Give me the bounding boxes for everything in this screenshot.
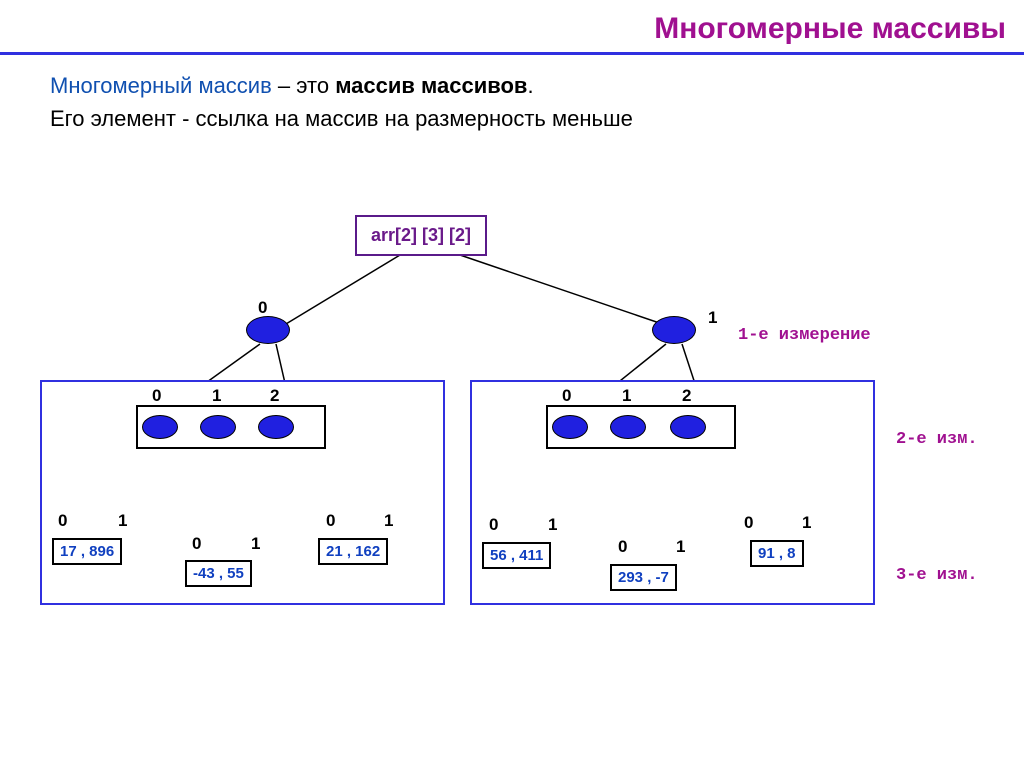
intro-term: Многомерный массив xyxy=(50,73,272,98)
leaf-index-4-1: 1 xyxy=(676,537,685,557)
level2-index-1-1: 1 xyxy=(622,386,631,406)
dimension-label-d2: 2-е изм. xyxy=(896,430,978,449)
dimension-label-d3: 3-е изм. xyxy=(896,566,978,585)
leaf-index-3-0: 0 xyxy=(489,515,498,535)
slide-title: Многомерные массивы xyxy=(0,0,1024,55)
intro-bold: массив массивов xyxy=(335,73,527,98)
diagram: arr[2] [3] [2] 0 1 0 1 2 0 1 2 17 , 896 0 1 -43 , 55… xyxy=(0,180,1024,740)
leaf-3: 56 , 411 xyxy=(482,542,551,569)
leaf-index-1-1: 1 xyxy=(251,534,260,554)
leaf-index-4-0: 0 xyxy=(618,537,627,557)
leaf-1: -43 , 55 xyxy=(185,560,252,587)
leaf-4: 293 , -7 xyxy=(610,564,677,591)
leaf-index-0-0: 0 xyxy=(58,511,67,531)
level2-index-0-1: 1 xyxy=(212,386,221,406)
leaf-0: 17 , 896 xyxy=(52,538,122,565)
level2-node-0-1 xyxy=(200,415,236,439)
level2-node-1-1 xyxy=(610,415,646,439)
root-node: arr[2] [3] [2] xyxy=(355,215,487,256)
level2-node-0-2 xyxy=(258,415,294,439)
level1-node-0 xyxy=(246,316,290,344)
level2-index-0-2: 2 xyxy=(270,386,279,406)
leaf-index-1-0: 0 xyxy=(192,534,201,554)
level2-node-1-0 xyxy=(552,415,588,439)
level1-index-1: 1 xyxy=(708,308,717,328)
leaf-index-5-0: 0 xyxy=(744,513,753,533)
level1-node-1 xyxy=(652,316,696,344)
leaf-5: 91 , 8 xyxy=(750,540,804,567)
intro-line2: Его элемент - ссылка на массив на размер… xyxy=(50,102,1024,135)
leaf-2: 21 , 162 xyxy=(318,538,388,565)
leaf-index-0-1: 1 xyxy=(118,511,127,531)
level2-node-0-0 xyxy=(142,415,178,439)
intro-end: . xyxy=(527,73,533,98)
level2-index-0-0: 0 xyxy=(152,386,161,406)
leaf-index-2-1: 1 xyxy=(384,511,393,531)
leaf-index-2-0: 0 xyxy=(326,511,335,531)
level2-node-1-2 xyxy=(670,415,706,439)
dimension-label-d1: 1-е измерение xyxy=(738,326,871,345)
level2-index-1-0: 0 xyxy=(562,386,571,406)
intro-text: Многомерный массив – это массив массивов… xyxy=(0,55,1024,135)
level2-index-1-2: 2 xyxy=(682,386,691,406)
leaf-index-3-1: 1 xyxy=(548,515,557,535)
leaf-index-5-1: 1 xyxy=(802,513,811,533)
intro-rest: – это xyxy=(272,73,335,98)
level1-index-0: 0 xyxy=(258,298,267,318)
